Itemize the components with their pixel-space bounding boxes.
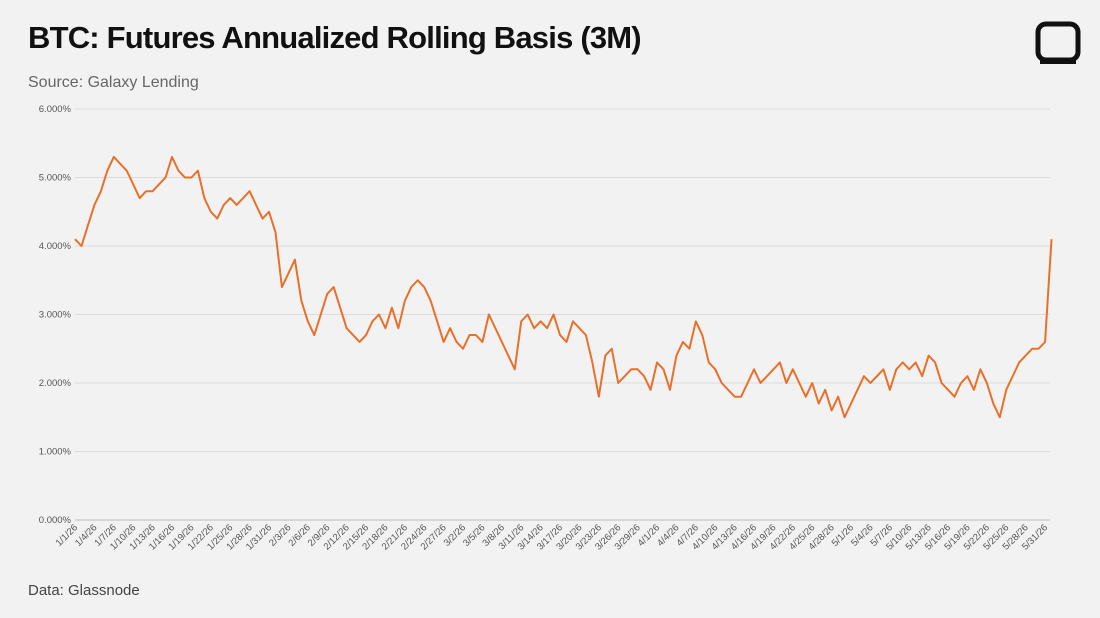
y-tick-label: 0.000% bbox=[39, 515, 72, 526]
y-tick-label: 4.000% bbox=[39, 241, 72, 252]
chart-title: BTC: Futures Annualized Rolling Basis (3… bbox=[28, 20, 641, 55]
y-tick-label: 3.000% bbox=[39, 310, 72, 321]
footnote: Data: Glassnode bbox=[28, 582, 140, 599]
chart-subtitle: Source: Galaxy Lending bbox=[28, 74, 199, 91]
y-tick-label: 5.000% bbox=[39, 173, 72, 184]
logo bbox=[1035, 21, 1081, 64]
data-line bbox=[74, 155, 1053, 419]
y-tick-label: 1.000% bbox=[39, 447, 72, 458]
y-tick-label: 6.000% bbox=[39, 104, 72, 115]
y-tick-label: 2.000% bbox=[39, 378, 72, 389]
